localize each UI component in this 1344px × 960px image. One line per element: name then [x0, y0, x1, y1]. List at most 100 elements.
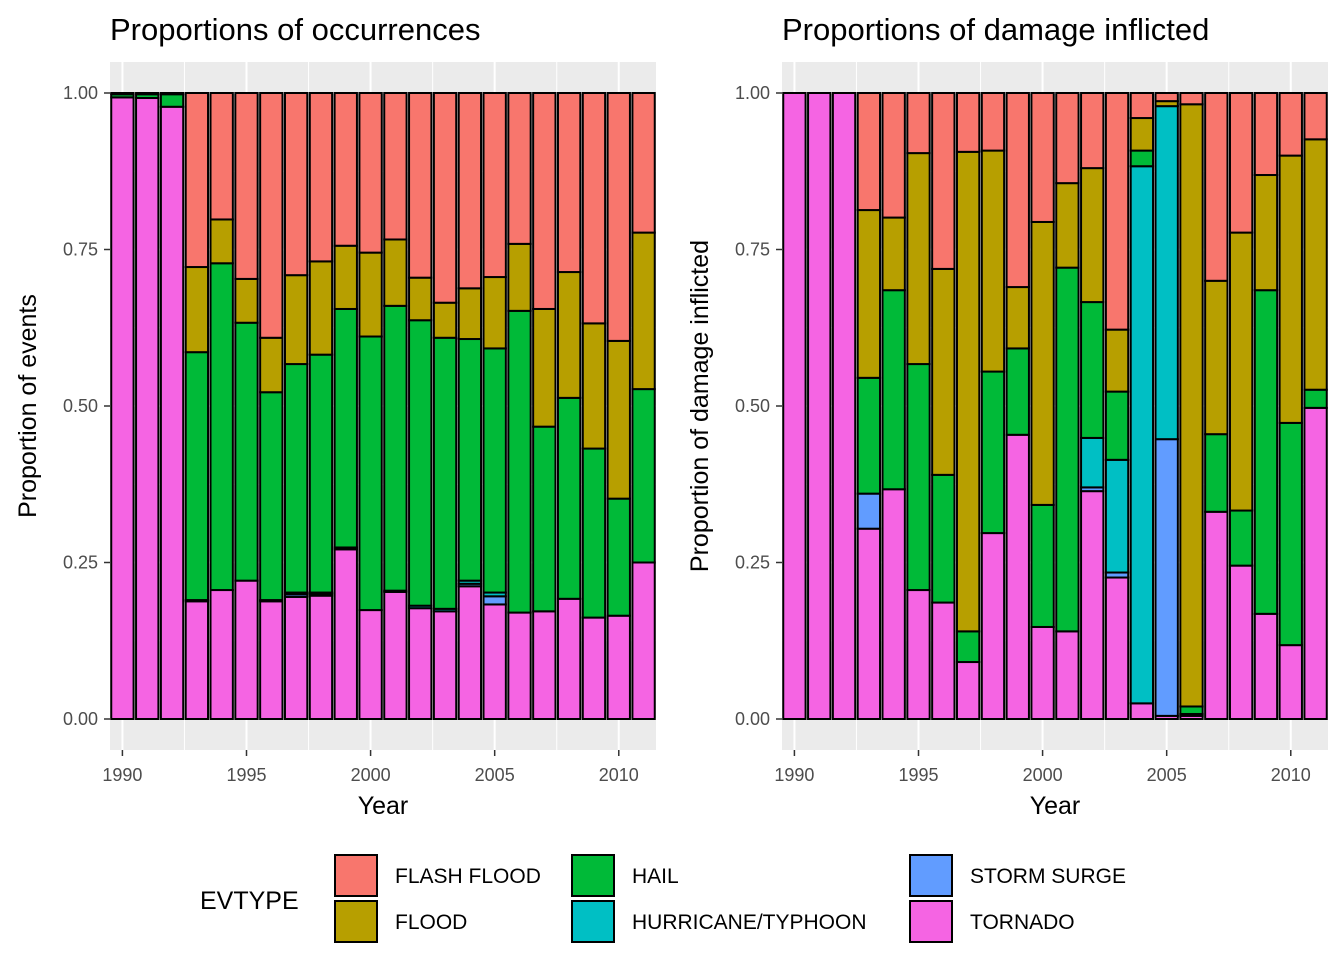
bar-segment-flood-2010 — [1278, 154, 1303, 424]
bar-segment-tornado-2001 — [1055, 630, 1080, 720]
bar-segment-hail-2003 — [1104, 390, 1130, 461]
bar-segment-flood-1999 — [1005, 286, 1030, 350]
bar-segment-tornado-1997 — [955, 661, 981, 721]
bar-segment-flood-2007 — [1204, 279, 1229, 436]
bar-segment-hail-1993 — [856, 376, 882, 495]
bar-segment-tornado-1995 — [906, 589, 931, 720]
bar-segment-hail-2001 — [1055, 266, 1080, 633]
bar-segment-hail-2008 — [556, 396, 582, 600]
bar-segment-hail-2009 — [581, 447, 607, 619]
bar-segment-flood-1997 — [955, 150, 981, 633]
bar-segment-flash-flood-1999 — [333, 92, 358, 247]
y-tick-label: 0.25 — [63, 553, 98, 573]
bar-segment-hail-2011 — [631, 388, 656, 564]
bar-segment-tornado-1990 — [110, 96, 135, 720]
x-tick-label: 1990 — [774, 765, 814, 785]
legend-key-flood — [334, 900, 378, 943]
bar-segment-hail-2002 — [1080, 301, 1105, 439]
bar-segment-flood-1995 — [234, 277, 259, 324]
bar-segment-tornado-2005 — [482, 603, 507, 720]
bar-segment-flash-flood-2001 — [1055, 92, 1080, 185]
bar-segment-tornado-1993 — [184, 600, 210, 720]
bar-segment-tornado-2002 — [408, 607, 433, 721]
y-tick-label: 0.50 — [63, 396, 98, 416]
bar-segment-flash-flood-2004 — [1129, 92, 1155, 120]
x-tick-label: 2005 — [475, 765, 515, 785]
bar-segment-flash-flood-2009 — [1253, 92, 1279, 177]
bar-segment-tornado-2004 — [457, 585, 483, 720]
bar-segment-tornado-1990 — [782, 92, 807, 720]
bar-segment-flood-2003 — [1104, 328, 1130, 393]
bar-segment-flood-2008 — [1228, 231, 1254, 512]
bar-segment-storm-surge-2005 — [482, 595, 507, 606]
panel-damage: Proportions of damage inflicted 0.00 0.25… — [686, 12, 1328, 820]
x-tick-label: 2010 — [1271, 765, 1311, 785]
bar-segment-hail-2007 — [1204, 433, 1229, 513]
bar-segment-flood-1995 — [906, 152, 931, 366]
bar-segment-hail-2000 — [1030, 503, 1055, 628]
bar-segment-hail-1999 — [1005, 347, 1030, 436]
panel-title: Proportions of occurrences — [110, 12, 480, 47]
legend-key-tornado — [909, 900, 953, 943]
bar-segment-tornado-1996 — [931, 601, 956, 720]
bar-segment-flash-flood-2011 — [631, 92, 656, 234]
x-tick-labels: 1990 1995 2000 2005 2010 — [102, 750, 639, 785]
bar-segment-flash-flood-2006 — [507, 92, 532, 245]
bar-segment-tornado-2009 — [581, 616, 607, 721]
panel-title: Proportions of damage inflicted — [782, 12, 1209, 47]
bar-segment-flood-2001 — [383, 238, 408, 307]
bar-segment-hail-1995 — [234, 321, 259, 582]
bar-segment-flash-flood-2001 — [383, 92, 408, 241]
y-tick-label: 1.00 — [63, 83, 98, 103]
bar-segment-flash-flood-1997 — [955, 92, 981, 153]
y-tick-label: 0.75 — [735, 240, 770, 260]
bar-segment-tornado-2010 — [606, 614, 631, 721]
bar-segment-hail-1996 — [931, 473, 956, 604]
bar-segment-hail-1994 — [881, 289, 906, 491]
bar-segment-flood-1996 — [931, 267, 956, 476]
bar-segment-flood-1993 — [856, 209, 882, 379]
legend-key-storm-surge — [909, 854, 953, 897]
x-tick-label: 2000 — [351, 765, 391, 785]
bar-segment-flash-flood-2003 — [1104, 92, 1130, 331]
y-tick-label: 1.00 — [735, 83, 770, 103]
bar-segment-tornado-2011 — [1303, 406, 1328, 720]
bar-segment-flood-1997 — [283, 274, 309, 366]
legend-key-hurricane-typhoon — [571, 900, 615, 943]
bar-segment-hurricane-typhoon-2002 — [1080, 436, 1105, 489]
bar-segment-flash-flood-1995 — [234, 92, 259, 280]
bar-segment-flood-2006 — [1179, 103, 1204, 708]
bar-segment-hail-1993 — [184, 351, 210, 602]
bar-segment-flash-flood-2011 — [1303, 92, 1328, 141]
bar-segment-tornado-1998 — [308, 594, 334, 720]
bar-segment-hail-2010 — [1278, 421, 1303, 647]
bar-segment-tornado-1995 — [234, 579, 259, 721]
x-tick-label: 2010 — [599, 765, 639, 785]
bar-segment-flood-2010 — [606, 339, 631, 500]
bar-segment-flood-2002 — [1080, 167, 1105, 304]
bar-segment-flood-2002 — [408, 276, 433, 322]
bar-segment-flood-1994 — [881, 216, 906, 292]
bar-segment-flash-flood-1998 — [308, 92, 334, 263]
bar-segment-flood-2003 — [432, 301, 458, 339]
bar-segment-hail-1992 — [159, 93, 185, 108]
bar-segment-storm-surge-1993 — [856, 492, 882, 530]
bar-segment-flood-1998 — [980, 149, 1006, 373]
bar-segment-flood-2011 — [1303, 138, 1328, 391]
legend-label: STORM SURGE — [970, 865, 1126, 888]
bar-segment-flash-flood-2000 — [358, 92, 383, 254]
bar-segment-hail-2005 — [482, 347, 507, 594]
y-tick-labels: 0.00 0.25 0.50 0.75 1.00 — [735, 83, 782, 729]
x-tick-label: 1995 — [898, 765, 938, 785]
bar-segment-flash-flood-1995 — [906, 92, 931, 155]
bar-segment-hurricane-typhoon-2005 — [1154, 105, 1179, 441]
bar-segment-flash-flood-2000 — [1030, 92, 1055, 223]
bar-segment-flood-2001 — [1055, 182, 1080, 269]
bar-segment-flash-flood-1999 — [1005, 92, 1030, 289]
bar-segment-hail-1998 — [980, 370, 1006, 535]
bar-segment-flash-flood-2008 — [556, 92, 582, 274]
bar-segment-tornado-2010 — [1278, 644, 1303, 721]
bar-segment-flood-1996 — [259, 336, 284, 394]
legend-title: EVTYPE — [200, 887, 299, 915]
legend-label: HAIL — [632, 865, 679, 888]
